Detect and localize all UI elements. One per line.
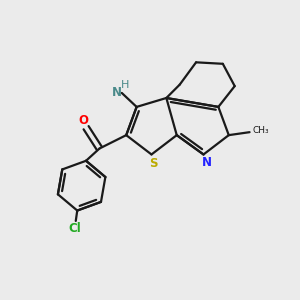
- Text: H: H: [121, 80, 129, 90]
- Text: CH₃: CH₃: [253, 126, 269, 135]
- Text: N: N: [112, 86, 122, 99]
- Text: S: S: [149, 157, 157, 170]
- Text: O: O: [79, 114, 89, 127]
- Text: N: N: [202, 156, 212, 169]
- Text: Cl: Cl: [68, 223, 81, 236]
